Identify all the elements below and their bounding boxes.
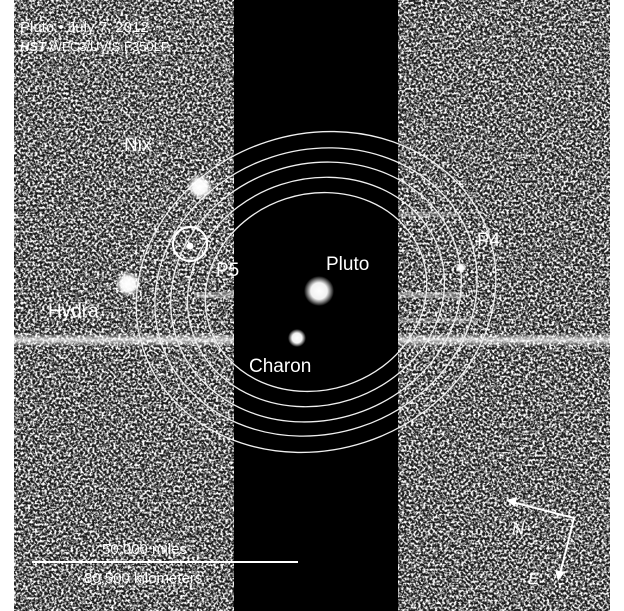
label-nix: Nix	[124, 135, 152, 156]
east-arrowhead	[555, 570, 565, 581]
orbit-ellipse	[170, 161, 462, 423]
instrument-rest: WFC3/UVIS F350LP	[46, 39, 170, 54]
north-arrowhead	[506, 497, 517, 507]
orbit-ellipses	[135, 130, 497, 454]
compass-east-label: E	[528, 569, 540, 588]
orbit-ellipse	[154, 147, 478, 437]
hydra-moon	[115, 271, 141, 297]
scale-label-kilometers: 80,500 kilometers	[84, 570, 202, 587]
p5-moon	[186, 242, 194, 250]
date-line: Pluto • July 7, 2012	[20, 19, 149, 36]
instrument-prefix: HST	[20, 39, 47, 54]
pluto-body	[304, 276, 334, 306]
p4-moon	[456, 263, 466, 273]
charon-moon	[288, 329, 306, 347]
instrument-line: HST WFC3/UVIS F350LP	[20, 39, 170, 54]
nix-moon	[187, 174, 213, 200]
p5-marker-circle	[171, 225, 209, 263]
orbit-ellipse	[186, 176, 446, 408]
compass	[506, 497, 575, 581]
compass-north-arrow	[511, 501, 575, 519]
label-pluto: Pluto	[326, 254, 369, 275]
hubble-image-frame: Pluto • July 7, 2012 HST WFC3/UVIS F350L…	[14, 0, 610, 611]
compass-east-arrow	[559, 517, 575, 575]
compass-north-label: N	[512, 519, 525, 538]
label-hydra: Hydra	[48, 301, 99, 322]
label-p4: P4	[477, 230, 501, 251]
orbit-ellipse	[204, 191, 428, 393]
label-charon: Charon	[249, 356, 311, 377]
orbit-ellipse	[135, 130, 497, 454]
streak-fragment	[398, 212, 458, 217]
label-p5: P5	[216, 260, 239, 281]
pluto-moons-image: Pluto • July 7, 2012 HST WFC3/UVIS F350L…	[14, 0, 610, 611]
scale-label-miles: 50,000 miles	[102, 541, 187, 558]
streak-fragment	[194, 292, 254, 298]
streak-fragment	[394, 292, 464, 298]
